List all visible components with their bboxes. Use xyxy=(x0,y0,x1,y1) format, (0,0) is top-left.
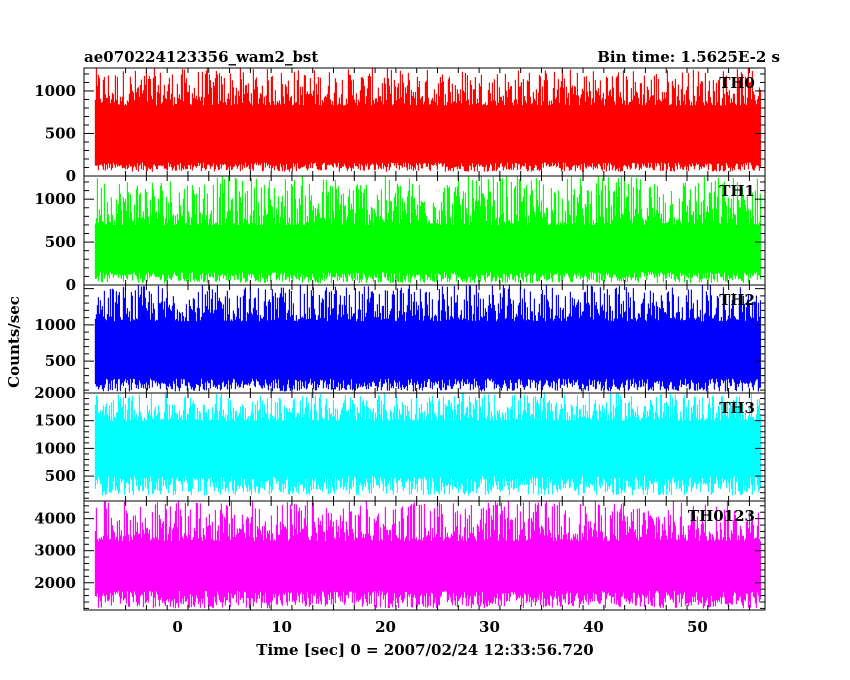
x-tick-label: 0 xyxy=(172,618,182,636)
y-tick-label: 1500 xyxy=(34,412,76,430)
panel-label-th1: TH1 xyxy=(719,182,755,200)
y-tick-label: 0 xyxy=(66,167,76,185)
y-tick-label: 3000 xyxy=(34,542,76,560)
series-th1 xyxy=(94,176,761,284)
y-tick-label: 500 xyxy=(45,124,76,142)
y-tick-label: 2000 xyxy=(34,574,76,592)
x-tick-label: 40 xyxy=(583,618,604,636)
chart-title-right: Bin time: 1.5625E-2 s xyxy=(597,48,780,66)
panel-th0123: 2000 3000 4000 TH0123 xyxy=(34,500,766,611)
x-tick-label: 20 xyxy=(375,618,396,636)
panel-label-th0: TH0 xyxy=(719,74,755,92)
panel-frame xyxy=(83,500,766,611)
panel-th3: 500 1000 1500 2000 TH3 xyxy=(34,384,766,502)
panel-label-th0123: TH0123 xyxy=(688,507,755,525)
y-tick-label: 1000 xyxy=(34,82,76,100)
y-tick-label: 500 xyxy=(45,352,76,370)
y-axis-label: Counts/sec xyxy=(5,296,23,388)
panels: 0 500 1000 TH0 0 500 1000 TH1 500 1000 TH2 500 1000 1… xyxy=(34,67,766,611)
series-th3 xyxy=(94,393,761,496)
y-tick-label: 0 xyxy=(66,276,76,294)
x-axis: 0 10 20 30 40 50 xyxy=(172,618,708,636)
y-tick-label: 1000 xyxy=(34,439,76,457)
y-tick-label: 500 xyxy=(45,467,76,485)
x-tick-label: 30 xyxy=(479,618,500,636)
series-th2 xyxy=(94,285,761,392)
y-tick-label: 4000 xyxy=(34,510,76,528)
panel-label-th3: TH3 xyxy=(719,399,755,417)
chart-title-left: ae070224123356_wam2_bst xyxy=(84,48,318,66)
y-tick-label: 2000 xyxy=(34,384,76,402)
panel-th0: 0 500 1000 TH0 xyxy=(34,67,766,185)
panel-label-th2: TH2 xyxy=(719,291,755,309)
x-tick-label: 10 xyxy=(271,618,292,636)
y-tick-label: 1000 xyxy=(34,316,76,334)
series-th0123 xyxy=(94,501,761,609)
series-th0 xyxy=(94,68,761,172)
y-tick-label: 1000 xyxy=(34,190,76,208)
panel-th2: 500 1000 TH2 xyxy=(34,284,766,394)
y-tick-label: 500 xyxy=(45,233,76,251)
panel-th1: 0 500 1000 TH1 xyxy=(34,175,766,294)
x-tick-label: 50 xyxy=(687,618,708,636)
x-axis-label: Time [sec] 0 = 2007/02/24 12:33:56.720 xyxy=(256,641,593,659)
